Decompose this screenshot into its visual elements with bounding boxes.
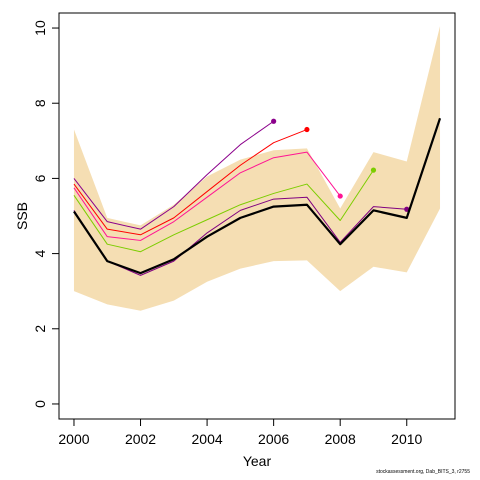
series-line-4 bbox=[73, 129, 308, 236]
x-tick-label-2006: 2006 bbox=[258, 431, 289, 447]
confidence-band-layer bbox=[73, 26, 441, 311]
confidence-band bbox=[73, 26, 441, 311]
y-axis-title: SSB bbox=[14, 202, 30, 230]
series-end-point-2 bbox=[370, 167, 377, 173]
x-tick-label-2002: 2002 bbox=[125, 431, 156, 447]
series-line-0 bbox=[73, 117, 442, 275]
y-tick-label-0: 0 bbox=[32, 400, 48, 408]
x-tick-label-2004: 2004 bbox=[192, 431, 223, 447]
series-line-2 bbox=[73, 169, 374, 253]
x-axis: 2000 2002 2004 2006 2008 2010 bbox=[58, 418, 423, 447]
y-axis: 0 2 4 6 8 10 bbox=[32, 20, 60, 408]
y-tick-label-6: 6 bbox=[32, 174, 48, 182]
series-end-point-5 bbox=[271, 118, 277, 124]
y-tick-label-4: 4 bbox=[32, 249, 48, 257]
y-tick-label-8: 8 bbox=[32, 99, 48, 107]
series-end-point-4 bbox=[304, 126, 310, 133]
series-end-point-3 bbox=[337, 193, 343, 199]
y-tick-label-2: 2 bbox=[32, 325, 48, 333]
x-tick-label-2000: 2000 bbox=[58, 431, 89, 447]
series-line-5 bbox=[73, 120, 274, 230]
credit-text: stockassessment.org, Dab_BITS_3, r2755 bbox=[376, 469, 470, 475]
x-axis-title: Year bbox=[243, 453, 272, 469]
series-line-1 bbox=[73, 196, 407, 276]
series-line-3 bbox=[73, 151, 341, 241]
y-tick-label-10: 10 bbox=[32, 20, 48, 36]
x-tick-label-2010: 2010 bbox=[391, 431, 422, 447]
series-layer bbox=[73, 117, 442, 276]
x-tick-label-2008: 2008 bbox=[325, 431, 356, 447]
